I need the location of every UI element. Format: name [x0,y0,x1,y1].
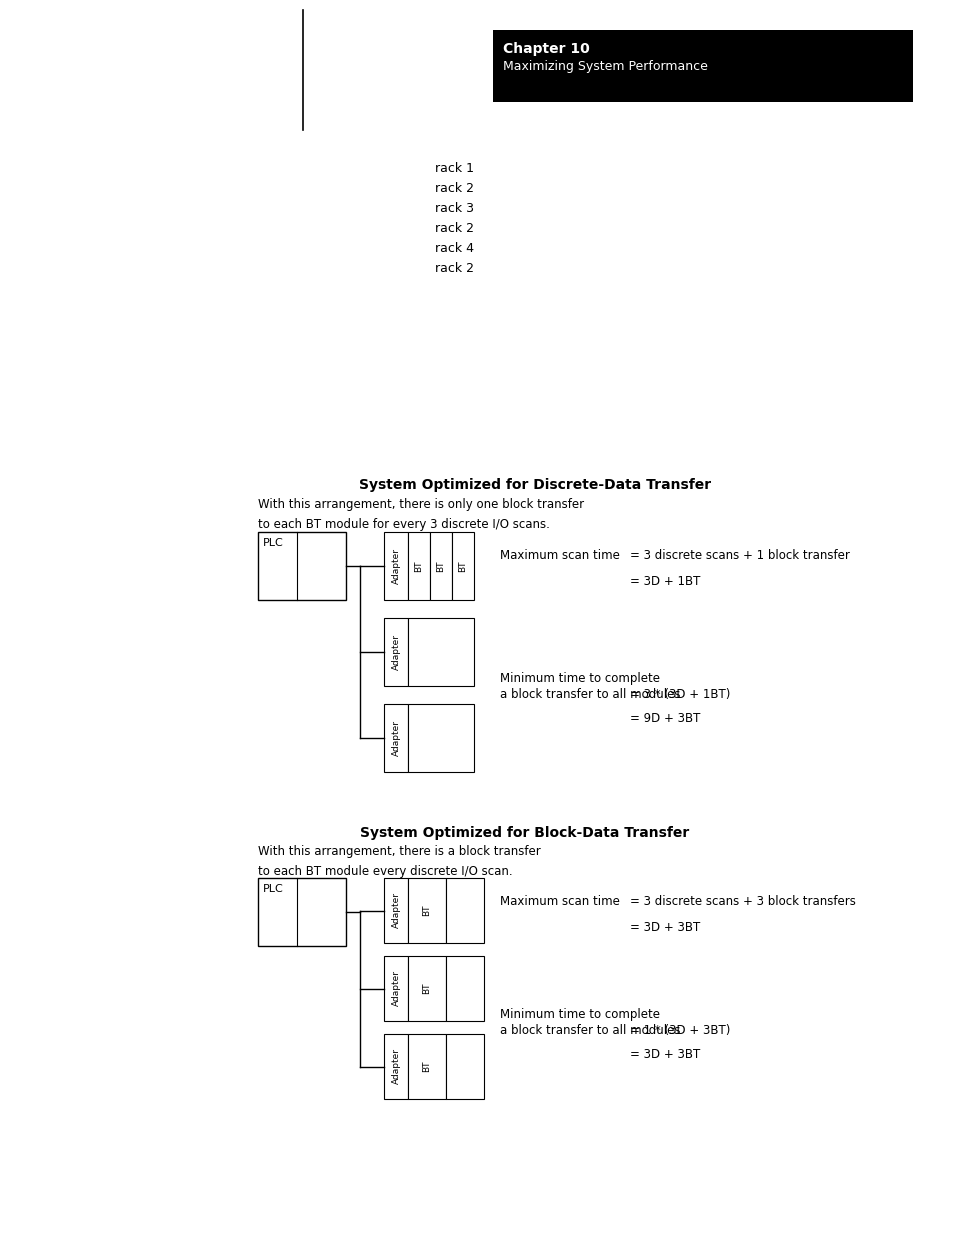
Bar [384,532,408,600]
Bar [384,1034,408,1099]
Text: Chapter 10: Chapter 10 [502,42,589,56]
Bar [452,532,474,600]
Text: = 3D + 3BT: = 3D + 3BT [629,1049,700,1061]
Text: Adapter: Adapter [391,720,400,756]
Text: BT: BT [458,561,467,572]
Bar [384,878,408,944]
Text: With this arrangement, there is only one block transfer: With this arrangement, there is only one… [257,498,583,511]
Text: Adapter: Adapter [391,548,400,584]
Bar [257,878,346,946]
Text: BT: BT [422,905,431,916]
Text: = 3 * (3D + 1BT): = 3 * (3D + 1BT) [629,688,730,701]
Bar [384,704,408,772]
Text: BT: BT [414,561,423,572]
Text: Adapter: Adapter [391,634,400,671]
Text: BT: BT [436,561,445,572]
Text: rack 2: rack 2 [435,182,474,195]
Bar [446,1034,483,1099]
Text: rack 2: rack 2 [435,262,474,275]
Bar [408,532,430,600]
Bar [408,618,474,685]
Text: Adapter: Adapter [391,893,400,929]
Text: rack 2: rack 2 [435,222,474,235]
Text: PLC: PLC [263,538,283,548]
Bar [493,30,912,103]
Bar [257,532,346,600]
Text: = 9D + 3BT: = 9D + 3BT [629,713,700,725]
Bar [408,878,446,944]
Text: to each BT module for every 3 discrete I/O scans.: to each BT module for every 3 discrete I… [257,517,549,531]
Text: BT: BT [422,1061,431,1072]
Text: = 3D + 3BT: = 3D + 3BT [629,921,700,934]
Text: System Optimized for Discrete-Data Transfer: System Optimized for Discrete-Data Trans… [358,478,710,492]
Text: a block transfer to all modules: a block transfer to all modules [499,688,679,701]
Bar [408,956,446,1021]
Text: a block transfer to all modules: a block transfer to all modules [499,1024,679,1037]
Text: rack 1: rack 1 [435,162,474,175]
Bar [384,618,408,685]
Text: = 3 discrete scans + 3 block transfers: = 3 discrete scans + 3 block transfers [629,895,855,908]
Bar [408,1034,446,1099]
Text: rack 4: rack 4 [435,242,474,254]
Text: Maximizing System Performance: Maximizing System Performance [502,61,707,73]
Text: System Optimized for Block-Data Transfer: System Optimized for Block-Data Transfer [360,826,689,840]
Text: With this arrangement, there is a block transfer: With this arrangement, there is a block … [257,845,540,858]
Bar [446,878,483,944]
Text: = 1 * (3D + 3BT): = 1 * (3D + 3BT) [629,1024,730,1037]
Bar [384,956,408,1021]
Text: Minimum time to complete: Minimum time to complete [499,1008,659,1021]
Text: = 3 discrete scans + 1 block transfer: = 3 discrete scans + 1 block transfer [629,550,849,562]
Text: Adapter: Adapter [391,971,400,1007]
Text: Maximum scan time: Maximum scan time [499,550,619,562]
Text: BT: BT [422,983,431,994]
Text: PLC: PLC [263,884,283,894]
Text: Minimum time to complete: Minimum time to complete [499,672,659,685]
Text: Maximum scan time: Maximum scan time [499,895,619,908]
Text: rack 3: rack 3 [435,203,474,215]
Text: to each BT module every discrete I/O scan.: to each BT module every discrete I/O sca… [257,864,512,878]
Bar [430,532,452,600]
Bar [446,956,483,1021]
Text: Adapter: Adapter [391,1049,400,1084]
Bar [408,704,474,772]
Text: = 3D + 1BT: = 3D + 1BT [629,576,700,588]
